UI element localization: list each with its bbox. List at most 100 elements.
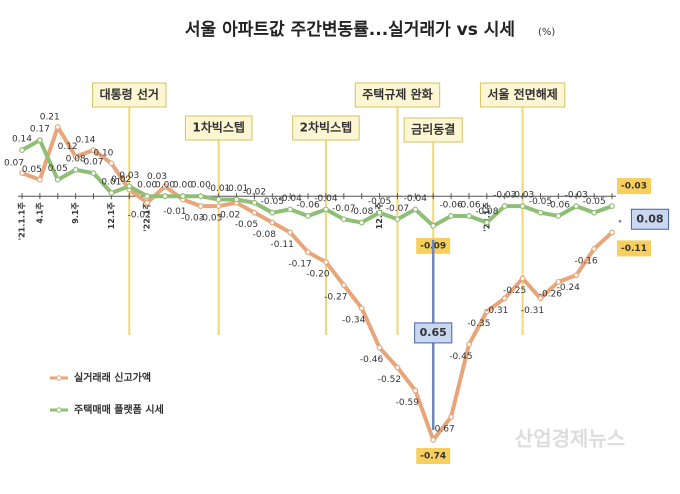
point: [72, 166, 79, 173]
value-label: -0.05: [261, 197, 284, 207]
value-label: -0.27: [324, 293, 347, 303]
point: [376, 209, 383, 216]
point: [126, 183, 133, 190]
point: [323, 206, 329, 213]
value-label: 0.05: [48, 164, 68, 174]
value-label: -0.03: [181, 214, 204, 224]
value-label: -0.67: [431, 424, 454, 434]
point: [19, 147, 25, 153]
value-label: -0.04: [404, 194, 428, 204]
point: [519, 275, 526, 282]
value-label: -0.45: [449, 352, 472, 362]
value-label: -0.35: [467, 319, 490, 329]
point: [269, 219, 276, 226]
value-label: -0.02: [128, 210, 151, 220]
point: [430, 222, 437, 229]
point: [376, 344, 383, 351]
point: [251, 199, 258, 206]
x-tick-label: '23.1주: [482, 202, 491, 232]
point: [269, 209, 276, 216]
annotation-box: [292, 115, 360, 141]
annotation-label: 금리동결: [411, 122, 455, 137]
value-label: 0.07: [83, 158, 103, 168]
value-label: -0.25: [503, 286, 526, 296]
point: [90, 170, 97, 177]
value-label: 0.08: [66, 154, 86, 164]
value-box: [617, 240, 651, 257]
value-label: -0.06: [296, 200, 320, 210]
point: [54, 124, 61, 130]
value-label: -0.52: [378, 375, 401, 385]
point: [340, 216, 347, 223]
value-label: 0.02: [111, 175, 131, 185]
point: [358, 219, 365, 226]
point: [108, 189, 115, 196]
value-label: -0.03: [565, 191, 588, 201]
point: [483, 308, 490, 315]
series-line: [21, 125, 614, 442]
annotation-box: [184, 115, 253, 141]
point: [305, 213, 311, 219]
point: [519, 203, 526, 209]
point: [448, 213, 454, 219]
annotation-box: [92, 82, 167, 108]
point: [412, 206, 419, 213]
value-label: -0.26: [539, 289, 563, 299]
point: [591, 209, 598, 216]
value-box: [416, 448, 451, 464]
point: [287, 229, 294, 236]
x-tick-label: '21.1.1주: [18, 202, 27, 241]
point: [90, 147, 97, 153]
watermark: 산업경제뉴스: [515, 427, 625, 451]
x-tick-label: 9.1주: [71, 202, 80, 224]
point: [54, 176, 61, 183]
value-label: -0.34: [342, 316, 366, 326]
value-label: -0.01: [207, 184, 230, 194]
value-label: -0.01: [225, 184, 248, 194]
point: [537, 209, 544, 216]
point: [394, 216, 401, 223]
annotation-box: [354, 82, 441, 108]
point: [162, 183, 168, 190]
value-label: -0.46: [360, 355, 384, 365]
annotation-label: 주택규제 완화: [362, 87, 432, 102]
point: [233, 196, 240, 203]
value-label: -0.24: [557, 283, 581, 293]
gap-label: 0.08: [636, 212, 663, 225]
value-label: -0.08: [475, 207, 499, 217]
point: [430, 437, 437, 443]
value-label: -0.20: [306, 270, 330, 280]
value-label: -0.01: [163, 207, 186, 217]
point: [537, 295, 544, 302]
value-label: -0.03: [511, 191, 534, 201]
value-label: -0.06: [439, 200, 463, 210]
point: [144, 193, 151, 200]
point: [108, 160, 115, 167]
legend-marker: [56, 407, 62, 413]
point: [573, 272, 580, 279]
value-label: 0.17: [30, 125, 50, 135]
point: [215, 203, 222, 209]
value-label: -0.17: [288, 260, 311, 270]
point: [483, 219, 490, 226]
value-label: -0.03: [621, 182, 647, 192]
point: [340, 282, 347, 289]
value-label: 0.03: [147, 172, 167, 182]
value-label: 0.00: [155, 181, 175, 191]
value-label: 0.01: [101, 177, 121, 187]
point: [358, 305, 365, 312]
point: [215, 196, 222, 203]
value-label: -0.03: [199, 214, 222, 224]
annotation-label: 2차빅스텝: [300, 120, 353, 135]
value-label: -0.31: [521, 306, 544, 316]
value-label: -0.31: [485, 306, 508, 316]
value-label: -0.05: [235, 220, 258, 230]
gap-box: [414, 322, 453, 344]
value-label: -0.04: [279, 194, 303, 204]
point: [501, 203, 508, 209]
point: [466, 341, 472, 348]
value-label: -0.11: [621, 244, 647, 254]
point: [180, 193, 186, 200]
point: [251, 209, 258, 216]
